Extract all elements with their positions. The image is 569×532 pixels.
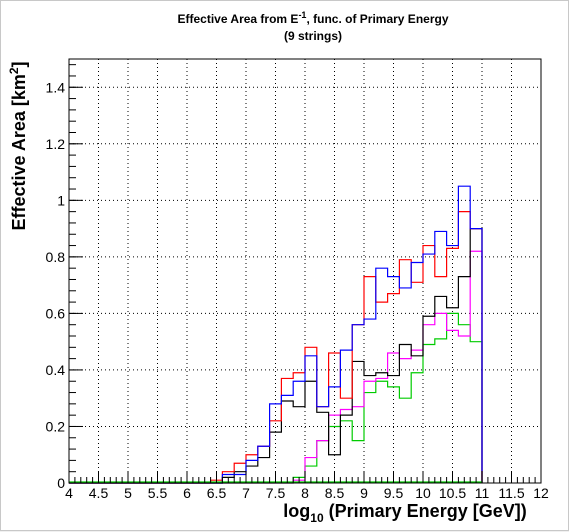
x-tick-label: 7 [242, 485, 250, 501]
x-tick-label: 11 [475, 485, 490, 501]
x-tick-label: 4.5 [89, 485, 109, 501]
x-tick-label: 12 [533, 485, 549, 501]
title-superscript: -1 [298, 10, 306, 20]
x-tick-label: 7.5 [266, 485, 286, 501]
x-tick-label: 8.5 [325, 485, 345, 501]
y-tick-label: 1.4 [46, 79, 66, 95]
y-tick-label: 0.4 [46, 362, 66, 378]
x-tick-label: 10 [415, 485, 431, 501]
y-tick-label: 0 [57, 475, 65, 491]
series-layer [69, 185, 483, 484]
chart-title: Effective Area from E-1, func. of Primar… [178, 10, 449, 26]
x-tick-label: 10.5 [439, 485, 466, 501]
y-axis-label: Effective Area [km2] [7, 61, 29, 230]
x-tick-label: 6 [183, 485, 191, 501]
y-tick-label: 0.6 [46, 305, 66, 321]
y-tick-label: 0.2 [46, 418, 66, 434]
y-tick-label: 1.2 [46, 136, 66, 152]
x-axis-label: log10 (Primary Energy [GeV]) [283, 501, 526, 525]
x-tick-label: 9.5 [384, 485, 404, 501]
histogram-series-line [69, 312, 483, 484]
histogram-series-line [69, 185, 483, 484]
x-tick-label: 5.5 [148, 485, 168, 501]
x-tick-label: 11.5 [498, 485, 524, 501]
x-tick-label: 4 [65, 485, 73, 501]
x-tick-label: 6.5 [207, 485, 227, 501]
axis-ticks: 4 4.5 5 5.5 6 6.5 7 7.5 8 8.5 9 9.5 10 10.5 11 11.5 12 0 0… [46, 64, 549, 501]
chart-subtitle: (9 strings) [284, 29, 342, 43]
x-axis-label-subscript: 10 [310, 511, 324, 525]
y-tick-label: 0.8 [46, 249, 66, 265]
x-tick-label: 5 [124, 485, 132, 501]
y-axis-label-superscript: 2 [7, 67, 21, 74]
x-tick-label: 8 [301, 485, 309, 501]
x-tick-label: 9 [360, 485, 368, 501]
y-tick-label: 1 [57, 192, 65, 208]
